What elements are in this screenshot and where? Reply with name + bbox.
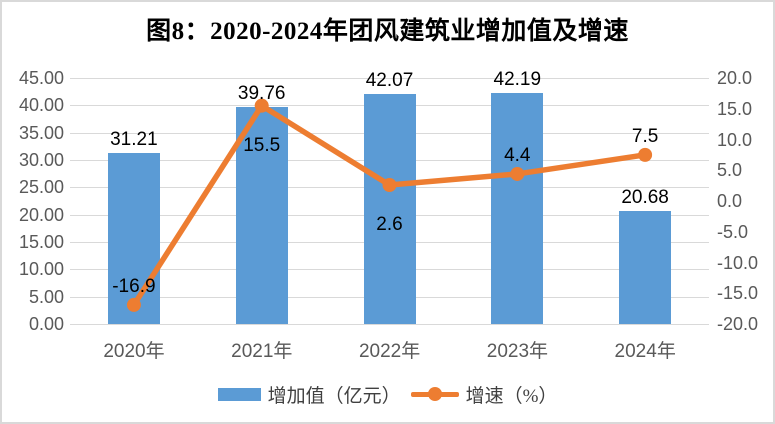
left-axis-tick: 20.00 <box>18 204 64 225</box>
x-axis-label-2023年: 2023年 <box>486 341 549 362</box>
legend-label-line-series: 增速（%） <box>465 385 558 407</box>
bar-data-label: 42.07 <box>365 70 414 92</box>
left-axis-tick: 30.00 <box>18 150 64 170</box>
bar-2022年 <box>363 94 416 324</box>
chart-title: 图8：2020-2024年团风建筑业增加值及增速 <box>146 18 629 45</box>
bar-2020年 <box>107 153 160 324</box>
left-axis-tick: 15.00 <box>18 232 64 252</box>
growth-line <box>131 102 648 308</box>
bar-2023年 <box>491 93 544 324</box>
line-data-label: -16.9 <box>112 275 156 297</box>
left-axis-tick: 35.00 <box>18 122 64 143</box>
growth-line-marker <box>382 178 397 193</box>
legend-label-bar-series: 增加值（亿元） <box>267 385 401 407</box>
line-data-label: 7.5 <box>631 125 659 147</box>
x-axis-label-2021年: 2021年 <box>231 341 293 362</box>
left-axis-tick: 25.00 <box>18 177 64 198</box>
plot-area: 31.21 39.76 42.07 42.19 20.68 -16.9 15.5 2.6 4.4… <box>70 70 709 325</box>
chart-legend: 增加值（亿元） 增速（%） <box>2 381 773 408</box>
bar-series-swatch-icon <box>217 387 261 401</box>
bar-2024年 <box>619 210 672 324</box>
left-axis-tick: 10.00 <box>18 259 64 280</box>
bar-data-label: 20.68 <box>621 186 669 208</box>
right-axis-tick: -15.0 <box>717 283 759 304</box>
bar-data-label: 39.76 <box>237 82 286 104</box>
left-axis-tick: 45.00 <box>18 68 64 88</box>
growth-line-marker <box>254 98 269 113</box>
growth-line-marker <box>510 166 525 181</box>
line-data-label: 2.6 <box>376 214 403 235</box>
right-axis-tick: -10.0 <box>717 252 759 273</box>
right-axis-tick: 0.0 <box>717 191 743 211</box>
right-axis-tick: 10.0 <box>717 129 753 150</box>
legend-item-line-series: 增速（%） <box>410 381 558 408</box>
bar-2021年 <box>235 106 288 324</box>
right-axis-tick: -20.0 <box>717 314 759 334</box>
line-data-label: 4.4 <box>504 144 531 166</box>
line-data-label: 15.5 <box>243 134 281 156</box>
line-series-swatch-icon <box>410 387 459 401</box>
x-axis-label-2022年: 2022年 <box>358 341 421 362</box>
growth-line-marker <box>638 147 653 162</box>
growth-line-layer <box>126 98 653 312</box>
left-axis-tick: 0.00 <box>28 314 64 334</box>
left-axis-tick: 40.00 <box>18 95 64 116</box>
right-axis-tick: 20.0 <box>717 68 753 88</box>
left-axis-tick: 5.00 <box>28 286 64 307</box>
x-axis-label-2020年: 2020年 <box>103 341 165 362</box>
growth-line-marker <box>126 297 141 312</box>
gridline <box>70 324 709 325</box>
bar-data-label: 31.21 <box>110 129 158 151</box>
right-axis-tick: 5.0 <box>717 160 743 181</box>
bar-data-label: 42.19 <box>493 69 542 91</box>
right-axis-tick: 15.0 <box>717 98 753 119</box>
legend-item-bar-series: 增加值（亿元） <box>217 381 401 408</box>
gridline <box>70 78 709 79</box>
x-axis-label-2024年: 2024年 <box>614 341 676 362</box>
right-axis-tick: -5.0 <box>717 221 749 242</box>
